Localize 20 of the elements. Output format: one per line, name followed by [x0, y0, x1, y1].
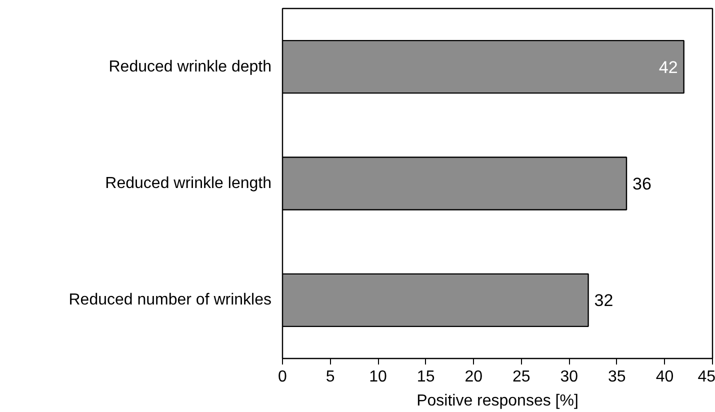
- y-tick-label: Reduced wrinkle depth: [108, 58, 272, 76]
- x-tick-label: 40: [656, 368, 674, 386]
- x-tick-label: 30: [560, 368, 578, 386]
- data-label: 32: [594, 291, 614, 310]
- y-tick-label: Reduced number of wrinkles: [68, 292, 272, 309]
- x-tick-label: 5: [326, 368, 335, 386]
- x-tick-label: 10: [369, 368, 388, 386]
- bar: [282, 273, 589, 328]
- bar: [282, 40, 684, 94]
- y-tick-label: Reduced wrinkle length: [105, 175, 272, 192]
- x-axis-title: Positive responses [%]: [416, 392, 578, 410]
- x-tick-label: 15: [416, 368, 435, 386]
- x-tick-label: 35: [608, 368, 626, 386]
- data-label: 42: [658, 58, 678, 77]
- data-label: 36: [632, 174, 652, 194]
- x-tick-label: 45: [698, 368, 715, 386]
- x-tick-label: 25: [512, 368, 530, 386]
- x-tick-label: 0: [278, 368, 288, 386]
- x-tick-label: 20: [464, 368, 483, 386]
- bar: [282, 156, 628, 210]
